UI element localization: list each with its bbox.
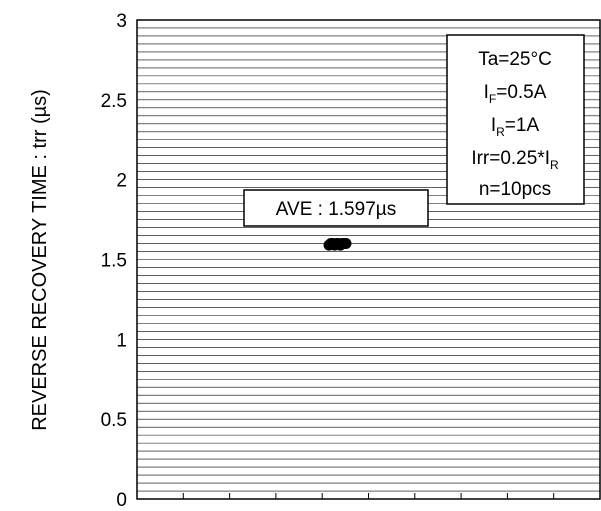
average-box bbox=[243, 189, 429, 227]
y-axis-title: REVERSE RECOVERY TIME : trr (µs) bbox=[29, 89, 51, 431]
data-points bbox=[323, 238, 352, 251]
average-annotation: AVE : 1.597µs bbox=[243, 189, 429, 227]
y-tick-label: 0 bbox=[116, 490, 127, 511]
data-point bbox=[340, 238, 352, 250]
y-tick-label: 0.5 bbox=[101, 410, 127, 431]
x-axis-ticks bbox=[182, 493, 555, 499]
conditions-annotation: Ta=25°C IF=0.5A IR=1A Irr=0.25*IR n=10pcs bbox=[446, 34, 585, 205]
condition-line: IR=1A bbox=[491, 115, 540, 139]
y-axis-tick-labels: 0 0.5 1 1.5 2 2.5 3 bbox=[101, 11, 127, 511]
plot-frame bbox=[136, 19, 601, 500]
average-text: AVE : 1.597µs bbox=[276, 199, 396, 220]
condition-line: Irr=0.25*IR bbox=[471, 148, 559, 172]
y-tick-label: 2 bbox=[116, 171, 127, 192]
conditions-box bbox=[446, 34, 585, 205]
condition-line: n=10pcs bbox=[479, 179, 551, 200]
condition-line: IF=0.5A bbox=[484, 82, 547, 106]
y-tick-label: 3 bbox=[116, 11, 127, 32]
y-tick-label: 1 bbox=[116, 330, 127, 351]
y-tick-label: 2.5 bbox=[101, 91, 127, 112]
condition-line: Ta=25°C bbox=[478, 49, 552, 70]
y-tick-label: 1.5 bbox=[101, 251, 127, 272]
conditions-lines: Ta=25°C IF=0.5A IR=1A Irr=0.25*IR n=10pcs bbox=[471, 49, 559, 200]
